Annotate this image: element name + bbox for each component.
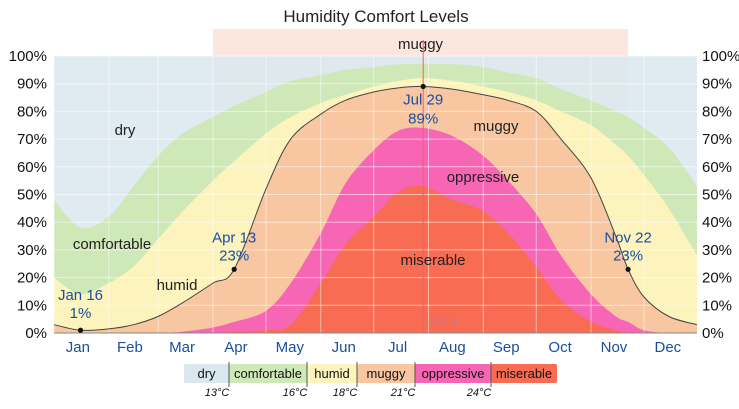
y-tick-label-right: 20% <box>702 270 732 287</box>
y-tick-label: 80% <box>17 103 47 120</box>
legend-swatch-muggy <box>357 364 415 383</box>
legend-swatch-miserable <box>491 364 557 383</box>
callout-date: Nov 22 <box>604 229 652 246</box>
y-tick-label-right: 90% <box>702 76 732 93</box>
y-tick-label: 40% <box>17 214 47 231</box>
chart-title: Humidity Comfort Levels <box>283 7 468 26</box>
region-label-oppressive: oppressive <box>447 169 520 186</box>
x-tick-label: May <box>276 339 305 356</box>
y-tick-label: 100% <box>9 48 47 65</box>
callout-date: Jan 16 <box>58 287 103 304</box>
y-tick-label-right: 100% <box>702 48 739 65</box>
callout-value: 23% <box>219 247 249 264</box>
legend-swatch-dry <box>184 364 229 383</box>
y-tick-label: 60% <box>17 159 47 176</box>
grid-lines <box>53 55 697 334</box>
x-tick-label: Jan <box>66 339 90 356</box>
y-axis-right: 0% 10% 20% 30% 40% 50% 60% 70% 80% 90% 100% <box>702 48 739 342</box>
region-label-humid: humid <box>157 277 198 294</box>
callout-point <box>420 83 426 90</box>
now-label: Now <box>430 312 459 328</box>
legend-threshold: 24°C <box>466 387 492 399</box>
x-tick-label: Jul <box>388 339 407 356</box>
y-tick-label: 90% <box>17 76 47 93</box>
y-tick-label-right: 70% <box>702 131 732 148</box>
legend-label-comfortable: comfortable <box>234 366 302 381</box>
region-labels: dry comfortable humid muggy oppressive misera… <box>73 118 519 294</box>
region-label-dry: dry <box>115 122 136 139</box>
muggy-outline <box>53 85 698 331</box>
x-tick-label: Mar <box>169 339 195 356</box>
y-tick-label-right: 80% <box>702 103 732 120</box>
region-label-comfortable: comfortable <box>73 236 151 253</box>
legend: dry comfortable humid muggy oppressive misera… <box>184 362 557 399</box>
x-tick-label: Sep <box>493 339 520 356</box>
y-tick-label-right: 0% <box>702 325 724 342</box>
region-label-miserable: miserable <box>400 252 465 269</box>
legend-label-humid: humid <box>314 366 349 381</box>
x-tick-label: Dec <box>655 339 682 356</box>
x-tick-label: Apr <box>224 339 247 356</box>
callout-date: Apr 13 <box>212 229 256 246</box>
legend-swatch-comfortable <box>229 364 307 383</box>
legend-swatch-oppressive <box>415 364 491 383</box>
y-tick-label: 30% <box>17 242 47 259</box>
y-tick-label-right: 60% <box>702 159 732 176</box>
y-axis-left: 0% 10% 20% 30% 40% 50% 60% 70% 80% 90% 100% <box>9 48 47 342</box>
y-tick-label: 20% <box>17 270 47 287</box>
legend-swatch-humid <box>307 364 357 383</box>
y-tick-label: 70% <box>17 131 47 148</box>
callout-point <box>77 327 84 333</box>
legend-label-muggy: muggy <box>366 366 406 381</box>
y-tick-label: 10% <box>17 297 47 314</box>
x-tick-label: Feb <box>117 339 143 356</box>
y-tick-label: 0% <box>25 325 47 342</box>
x-tick-label: Nov <box>601 339 628 356</box>
legend-label-miserable: miserable <box>496 366 552 381</box>
x-axis: Jan Feb Mar Apr May Jun Jul Aug Sep Oct Nov Dec <box>66 339 682 356</box>
legend-label-dry: dry <box>197 366 216 381</box>
callout-value: 1% <box>70 305 92 322</box>
x-tick-label: Jun <box>332 339 356 356</box>
y-tick-label-right: 40% <box>702 214 732 231</box>
callout-point <box>625 266 631 272</box>
legend-threshold: 16°C <box>283 387 308 399</box>
callout-value: 89% <box>408 110 438 127</box>
y-tick-label-right: 50% <box>702 187 732 204</box>
callout-date: Jul 29 <box>403 91 443 108</box>
y-tick-label-right: 10% <box>702 297 732 314</box>
region-label-muggy: muggy <box>473 118 519 135</box>
legend-label-oppressive: oppressive <box>422 366 485 381</box>
legend-threshold: 21°C <box>390 387 416 399</box>
legend-threshold: 13°C <box>205 387 230 399</box>
band-label: muggy <box>398 36 444 53</box>
y-tick-label: 50% <box>17 187 47 204</box>
callout-point <box>231 266 237 272</box>
x-tick-label: Oct <box>548 339 572 356</box>
legend-threshold: 18°C <box>333 387 358 399</box>
y-tick-label-right: 30% <box>702 242 732 259</box>
callout-value: 23% <box>613 247 643 264</box>
x-tick-label: Aug <box>439 339 466 356</box>
